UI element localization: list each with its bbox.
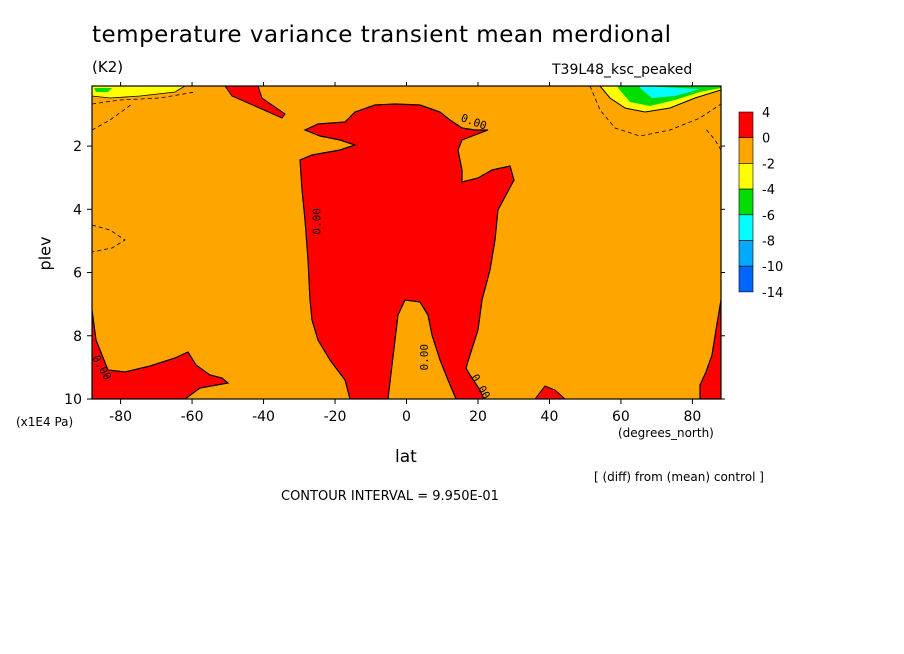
plot-area — [92, 86, 721, 399]
x-tick-label: 20 — [469, 409, 487, 425]
central-positive-region — [299, 103, 515, 399]
upper-sh-dashed-contour — [92, 91, 196, 131]
upper-sh-negative-band — [92, 86, 186, 99]
x-axis-label: lat — [395, 447, 417, 467]
colorbar-label: -2 — [762, 157, 775, 172]
y-tick-label: 2 — [73, 139, 82, 155]
colorbar-swatch — [738, 265, 754, 293]
x-tick-label: 0 — [402, 409, 411, 425]
x-axis: -80 -60 -40 -20 0 20 40 60 80 — [109, 82, 701, 425]
upper-nh-dashed-contour — [589, 86, 721, 151]
x-tick-label: -20 — [324, 409, 347, 425]
run-label: T39L48_ksc_peaked — [552, 62, 693, 78]
sh-surface-positive-region — [92, 309, 230, 399]
y-tick-label: 6 — [73, 266, 82, 282]
colorbar-swatch — [738, 163, 754, 190]
colorbar-swatch — [738, 240, 754, 267]
colorbar-swatch — [738, 214, 754, 241]
contour-interval: CONTOUR INTERVAL = 9.950E-01 — [281, 489, 499, 504]
colorbar-label: -14 — [762, 286, 783, 301]
y-axis: 2 4 6 8 10 — [64, 139, 725, 408]
colorbar: 4 0 -2 -4 -6 -8 -10 -14 — [738, 106, 783, 301]
y-tick-label: 8 — [73, 329, 82, 345]
colorbar-label: 4 — [762, 106, 770, 121]
colorbar-label: -8 — [762, 235, 775, 250]
nh-surface-positive-region — [699, 299, 721, 399]
colorbar-label: -4 — [762, 183, 775, 198]
diff-note: [ (diff) from (mean) control ] — [594, 470, 764, 484]
chart-units: (K2) — [92, 58, 124, 76]
upper-nh-cyan-core — [640, 86, 700, 98]
colorbar-swatch — [738, 137, 754, 164]
x-tick-label: 40 — [541, 409, 559, 425]
colorbar-label: -6 — [762, 209, 775, 224]
y-tick-label: 4 — [73, 202, 82, 218]
y-tick-label: 10 — [64, 392, 82, 408]
colorbar-label: 0 — [762, 132, 770, 147]
nh-bump-region — [534, 385, 566, 399]
colorbar-swatch — [738, 111, 754, 139]
chart-title: temperature variance transient mean merd… — [92, 22, 672, 48]
colorbar-swatch — [738, 188, 754, 216]
sh-mid-dashed-contour — [92, 224, 126, 253]
colorbar-label: -10 — [762, 260, 783, 275]
x-tick-label: -60 — [181, 409, 204, 425]
contour-label: 0.00 — [418, 344, 431, 371]
x-tick-label: -40 — [252, 409, 275, 425]
x-tick-label: -80 — [109, 409, 132, 425]
contour-label: 0.00 — [311, 208, 324, 235]
x-tick-label: 60 — [612, 409, 630, 425]
y-axis-unit: (x1E4 Pa) — [16, 415, 74, 429]
upper-sh-positive-region — [224, 86, 286, 119]
x-axis-unit: (degrees_north) — [618, 426, 714, 440]
upper-sh-negative-core — [94, 88, 112, 92]
x-tick-label: 80 — [683, 409, 701, 425]
